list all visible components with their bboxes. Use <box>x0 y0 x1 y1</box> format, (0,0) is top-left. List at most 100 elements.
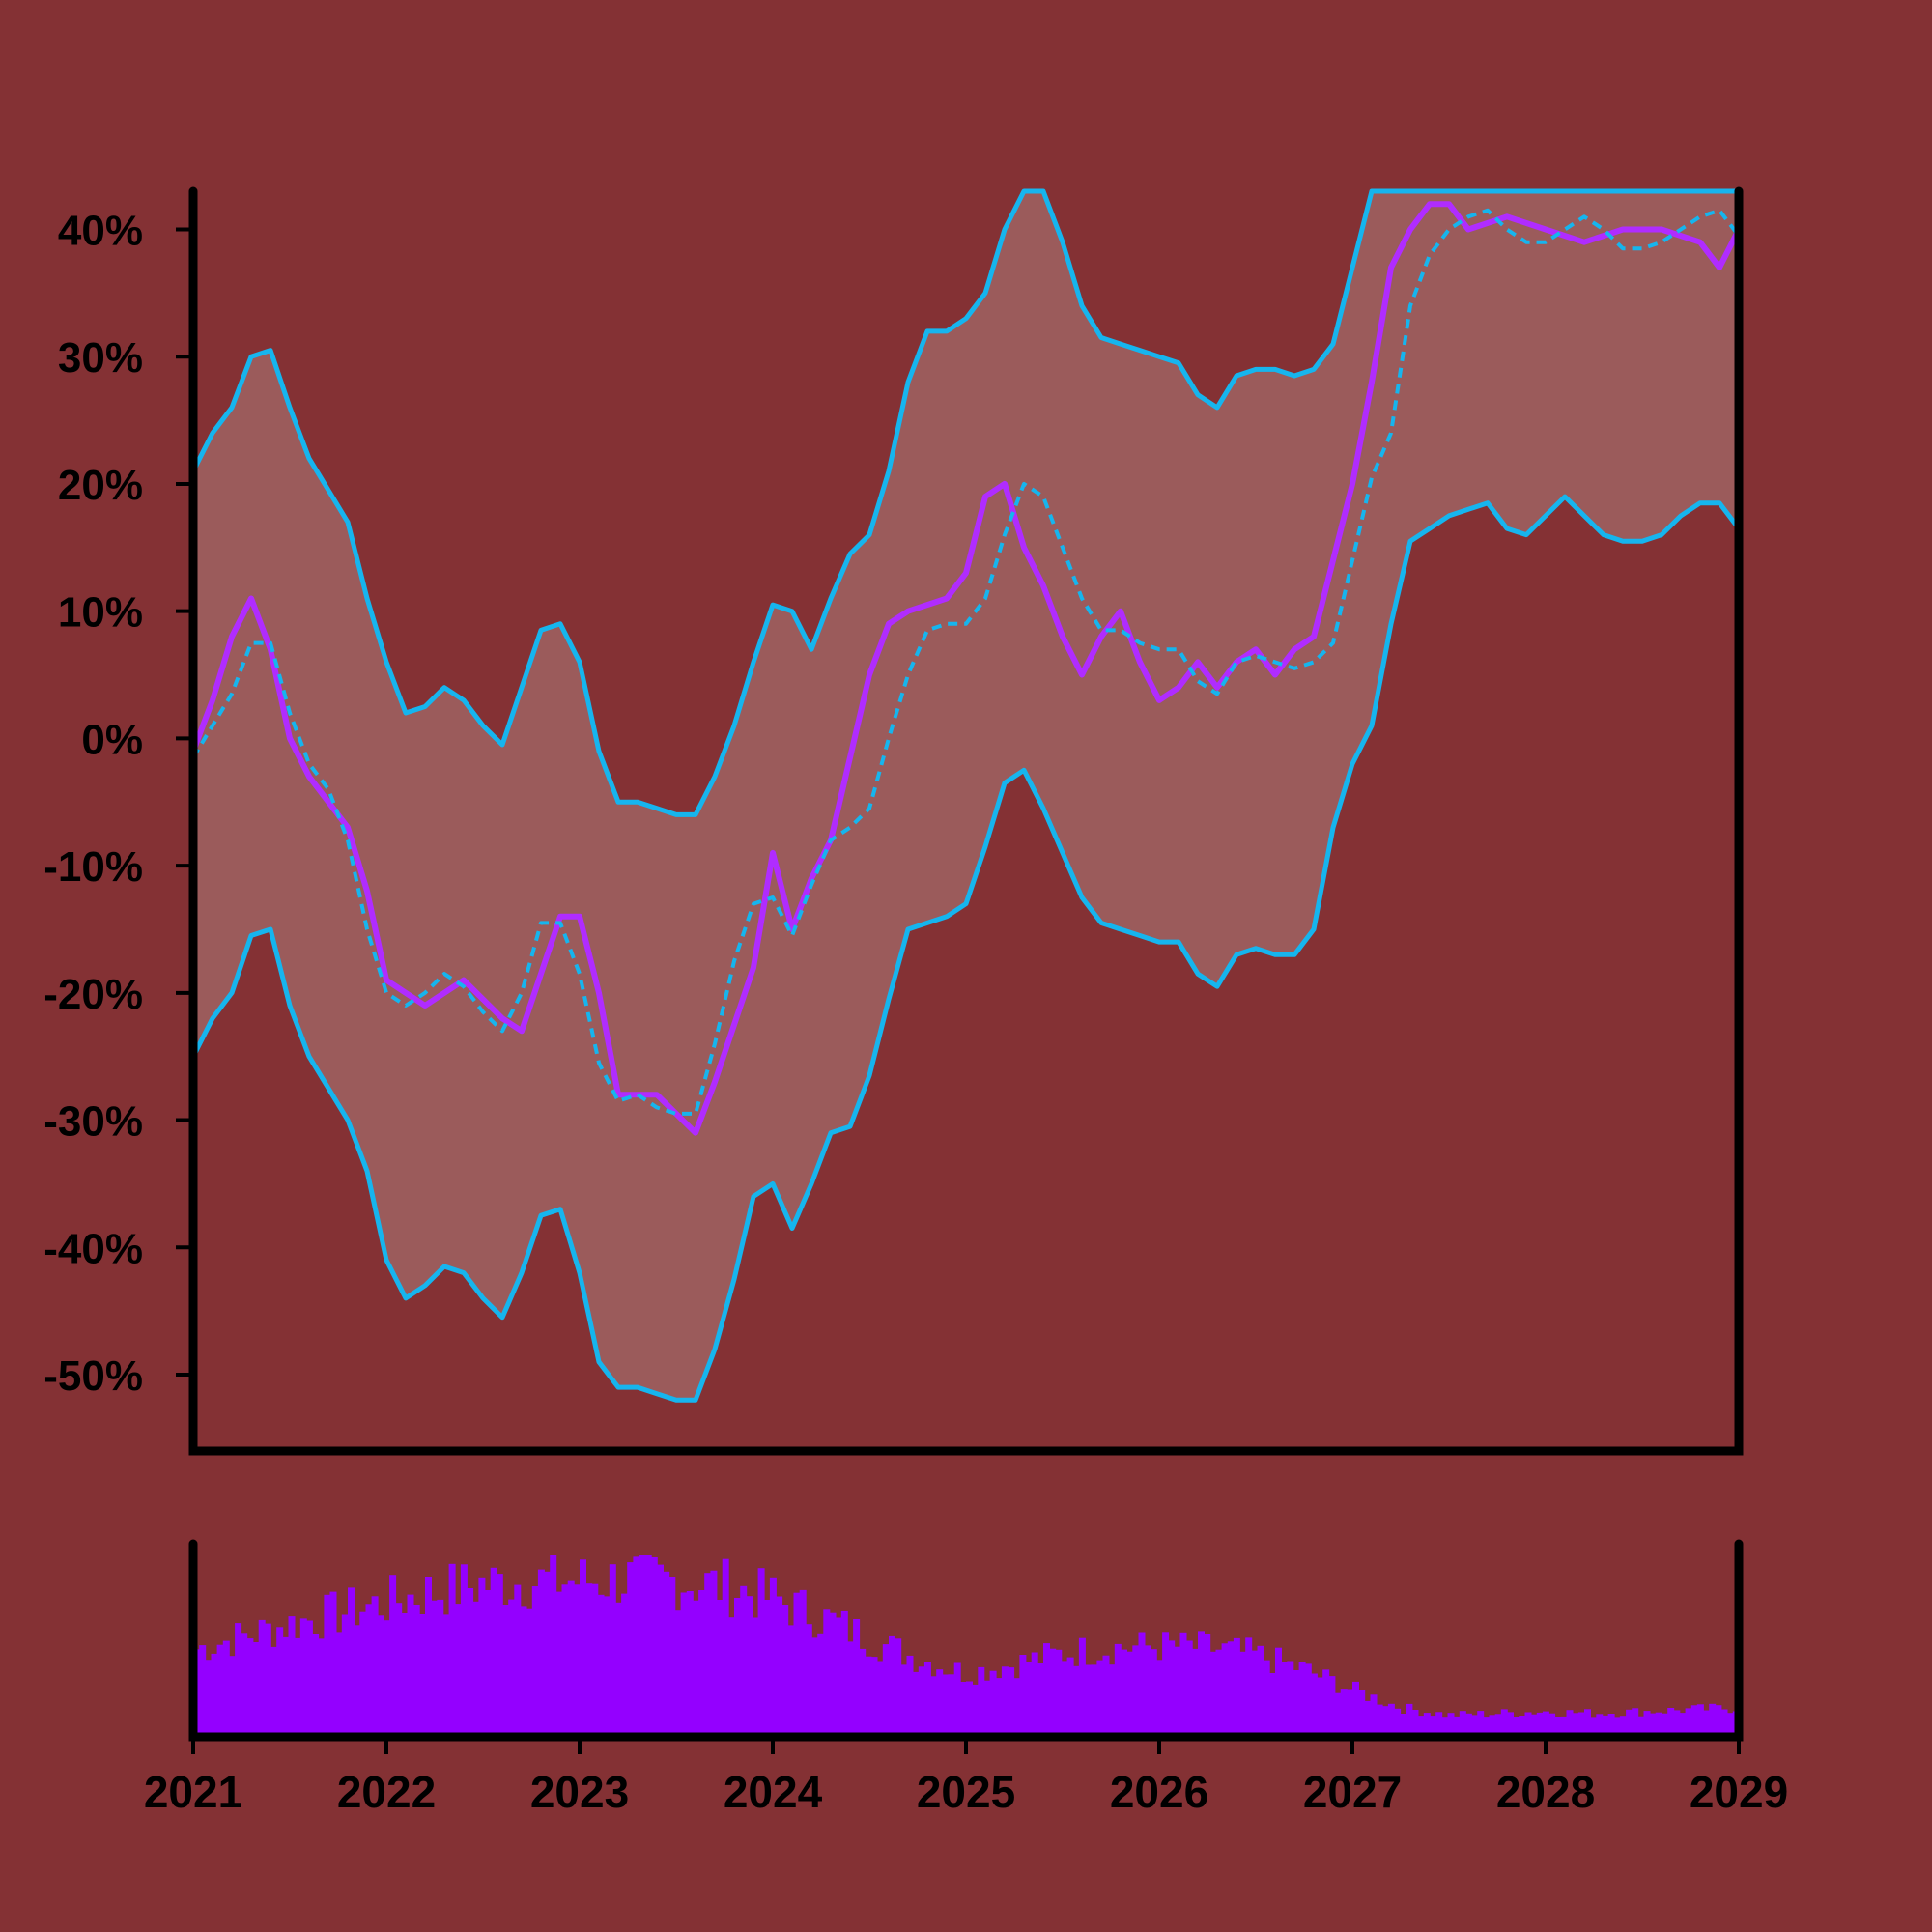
y-tick-label: 30% <box>58 334 143 382</box>
volume-bar <box>412 1605 420 1737</box>
volume-bar <box>580 1559 586 1737</box>
volume-bar <box>1387 1703 1395 1737</box>
volume-bar <box>989 1670 997 1737</box>
volume-plot <box>188 1539 1744 1742</box>
volume-bar <box>567 1580 575 1737</box>
volume-bar <box>1233 1637 1240 1737</box>
volume-bar <box>1263 1660 1270 1737</box>
volume-bar <box>1031 1652 1038 1737</box>
volume-bar <box>1204 1634 1211 1737</box>
volume-bar <box>1500 1709 1508 1737</box>
x-tick-label: 2028 <box>1496 1767 1595 1817</box>
volume-bar <box>1091 1664 1098 1737</box>
lower-band-line <box>190 494 1741 1403</box>
volume-bar <box>235 1623 242 1737</box>
volume-bar <box>1494 1714 1502 1737</box>
volume-bar <box>1043 1643 1050 1737</box>
volume-bar <box>769 1577 777 1737</box>
main-plot: -50% -40% -30% -20% -10% 0% 10% 20% 30% 40% <box>43 186 1744 1456</box>
volume-bar <box>1607 1714 1615 1737</box>
volume-bar <box>246 1638 254 1737</box>
volume-bar <box>680 1592 688 1737</box>
volume-bar <box>478 1577 486 1737</box>
volume-bar <box>1524 1712 1532 1737</box>
volume-bar <box>930 1676 938 1737</box>
volume-bar <box>531 1586 539 1737</box>
volume-bar <box>1649 1713 1657 1737</box>
volume-bar <box>746 1596 753 1737</box>
volume-bar <box>1548 1713 1556 1737</box>
volume-bar <box>1477 1711 1485 1737</box>
volume-bar <box>740 1585 748 1737</box>
volume-bar <box>258 1619 266 1737</box>
volume-bar <box>1358 1690 1366 1737</box>
volume-bar <box>377 1615 384 1737</box>
volume-bar <box>817 1633 825 1737</box>
volume-bar <box>1049 1648 1057 1737</box>
volume-bar <box>1168 1640 1176 1737</box>
y-tick-label: 40% <box>58 208 143 255</box>
volume-bar <box>371 1596 379 1737</box>
x-tick-label: 2029 <box>1690 1767 1788 1817</box>
volume-bar <box>1536 1712 1544 1737</box>
x-tick-label: 2024 <box>724 1767 823 1817</box>
volume-bar <box>1441 1717 1449 1737</box>
volume-bar <box>276 1627 284 1737</box>
volume-bar <box>644 1555 652 1737</box>
volume-bar <box>1179 1632 1187 1737</box>
volume-bar <box>585 1583 593 1737</box>
volume-bar <box>704 1573 712 1737</box>
volume-bar <box>1370 1694 1378 1737</box>
volume-bar <box>460 1564 468 1737</box>
volume-bar <box>1489 1715 1496 1737</box>
volume-bar <box>264 1623 271 1737</box>
volume-bar <box>752 1617 759 1737</box>
volume-bar <box>966 1681 973 1737</box>
volume-bar <box>1102 1655 1110 1737</box>
volume-bar <box>698 1590 706 1737</box>
volume-bar <box>1596 1714 1604 1737</box>
volume-bar <box>912 1671 920 1737</box>
x-tick-label: 2023 <box>530 1767 629 1817</box>
volume-bar <box>407 1594 414 1737</box>
x-tick-label: 2022 <box>337 1767 436 1817</box>
volume-bar <box>270 1646 277 1737</box>
volume-bar <box>1096 1660 1104 1737</box>
volume-bar <box>895 1638 902 1737</box>
volume-bar <box>840 1610 848 1737</box>
volume-bar <box>959 1682 967 1737</box>
volume-bar <box>1221 1643 1229 1737</box>
volume-bar <box>776 1596 783 1737</box>
volume-bar <box>401 1613 409 1737</box>
volume-bar <box>1364 1700 1372 1737</box>
volume-bar <box>1066 1657 1074 1737</box>
volume-bar <box>734 1598 741 1737</box>
volume-bar <box>1619 1716 1627 1737</box>
volume-bar <box>514 1584 522 1737</box>
volume-bar <box>1174 1646 1181 1737</box>
volume-bar <box>1072 1665 1080 1737</box>
volume-bars <box>193 1555 1740 1737</box>
volume-bar <box>1720 1709 1728 1737</box>
volume-bar <box>918 1666 925 1737</box>
volume-bar <box>1554 1717 1562 1737</box>
volume-bar <box>1690 1705 1698 1737</box>
y-tick-label: -20% <box>43 971 143 1018</box>
volume-bar <box>1577 1712 1585 1737</box>
y-tick-label: -50% <box>43 1352 143 1400</box>
volume-bar <box>942 1674 950 1737</box>
volume-bar <box>1726 1713 1734 1737</box>
y-tick-label: -10% <box>43 843 143 891</box>
volume-bar <box>389 1575 397 1737</box>
volume-bar <box>692 1600 699 1737</box>
volume-bar <box>484 1590 492 1737</box>
volume-bar <box>1406 1703 1413 1737</box>
volume-bar <box>923 1662 931 1737</box>
volume-bar <box>1281 1662 1289 1737</box>
volume-bar <box>437 1599 444 1737</box>
volume-bar <box>1155 1660 1163 1737</box>
volume-bar <box>853 1619 861 1737</box>
volume-bar <box>1709 1703 1717 1737</box>
volume-bar <box>829 1612 837 1737</box>
volume-bar <box>1085 1664 1093 1737</box>
